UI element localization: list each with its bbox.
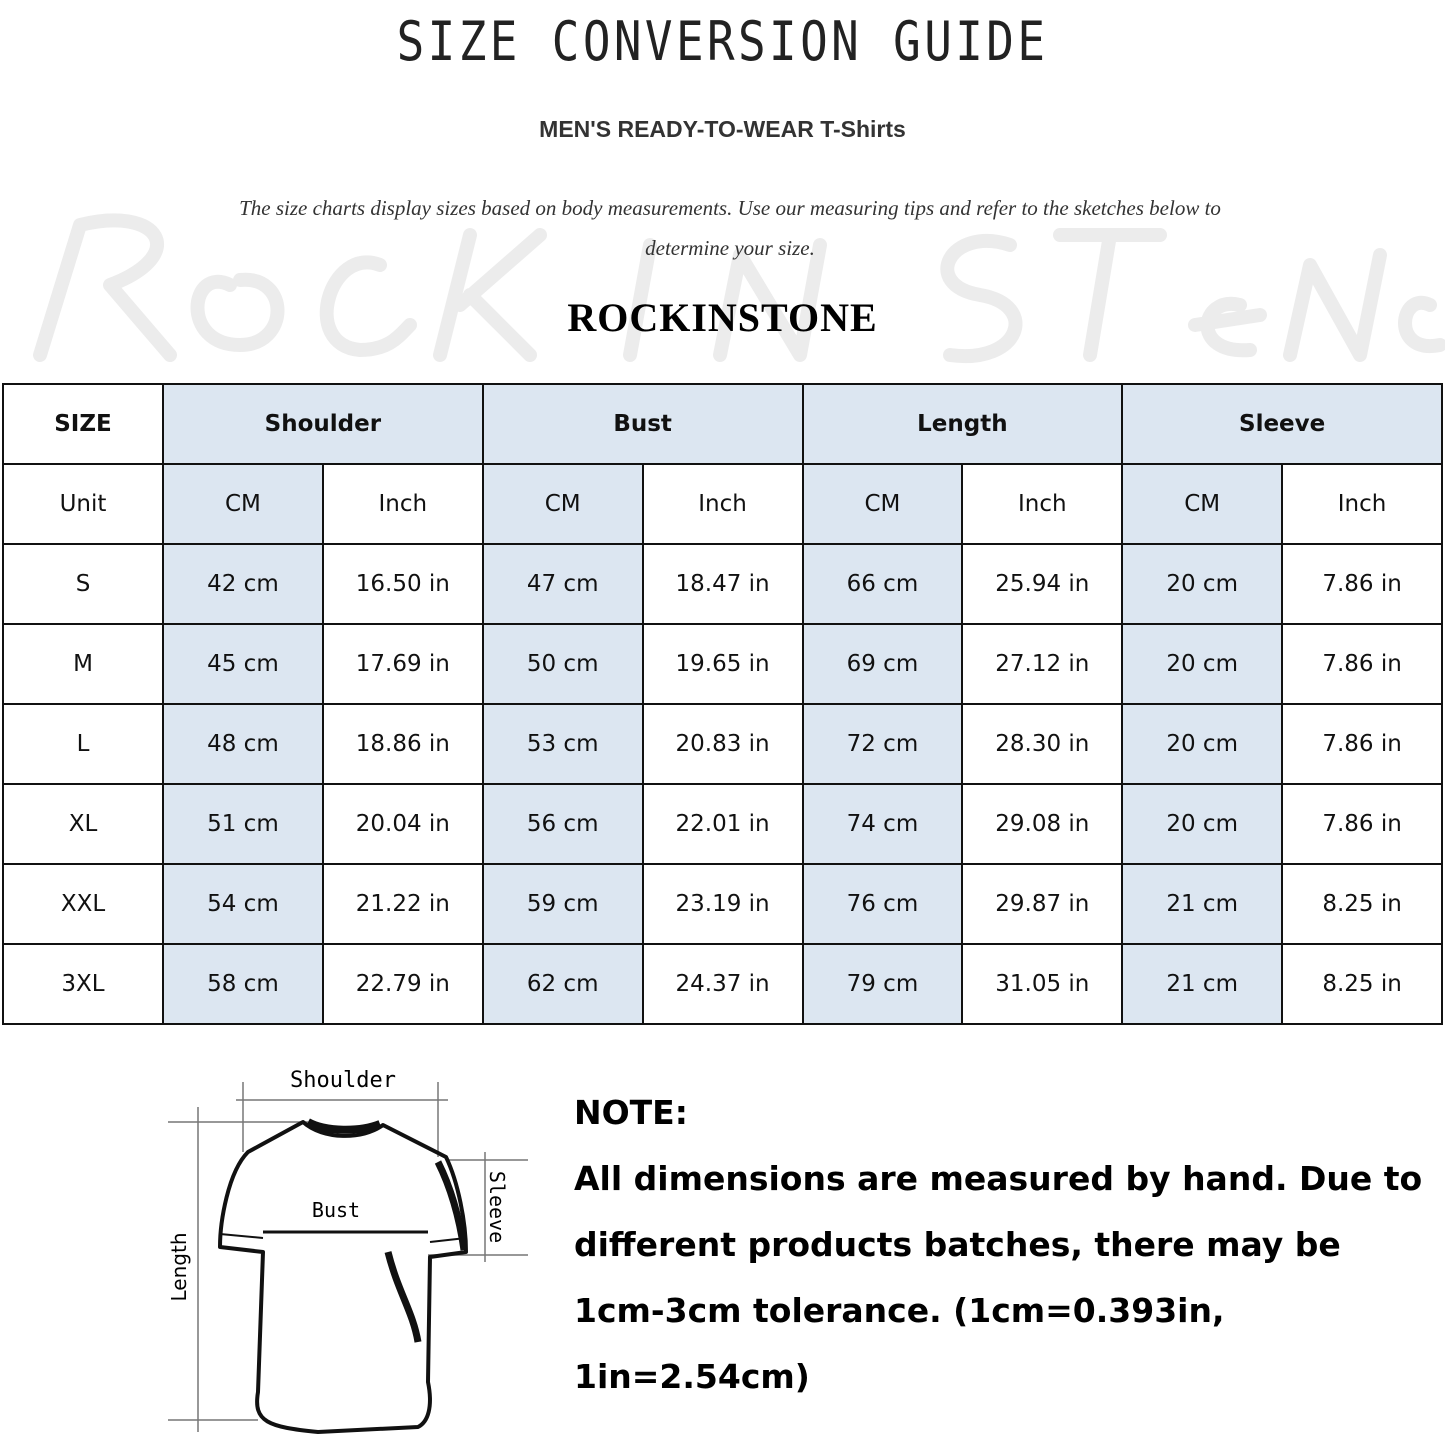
measurement-cell: 69 cm: [801, 623, 964, 705]
brand-watermark: [33, 213, 1445, 364]
unit-cell: Inch: [1281, 463, 1443, 545]
measurement-cell: 20.83 in: [641, 703, 804, 785]
measurement-cell: 7.86 in: [1281, 543, 1443, 625]
group-header-bust: Bust: [481, 383, 804, 465]
measurement-cell: 79 cm: [801, 943, 964, 1025]
measurement-cell: 47 cm: [481, 543, 644, 625]
group-header-shoulder: Shoulder: [162, 383, 484, 465]
page-subtitle: MEN'S READY-TO-WEAR T-Shirts: [539, 116, 906, 142]
group-header-length: Length: [801, 383, 1124, 465]
size-cell: 3XL: [2, 943, 164, 1025]
note-heading: NOTE:: [574, 1093, 688, 1132]
measurement-cell: 76 cm: [801, 863, 964, 945]
measurement-cell: 20 cm: [1121, 783, 1284, 865]
unit-cell: Inch: [321, 463, 484, 545]
unit-header-row: Unit CM Inch CM Inch CM Inch CM Inch: [2, 463, 1443, 545]
measurement-cell: 18.47 in: [641, 543, 804, 625]
measurement-cell: 20 cm: [1121, 623, 1284, 705]
size-cell: S: [2, 543, 164, 625]
note-text: All dimensions are measured by hand. Due…: [574, 1159, 1423, 1396]
size-header: SIZE: [2, 383, 164, 465]
measurement-cell: 21 cm: [1121, 943, 1284, 1025]
measurement-cell: 20.04 in: [321, 783, 484, 865]
note: NOTE: All dimensions are measured by han…: [574, 1080, 1434, 1410]
table-row: XL 51 cm 20.04 in 56 cm 22.01 in 74 cm 29.08 i…: [2, 783, 1443, 865]
measurement-cell: 24.37 in: [641, 943, 804, 1025]
group-header-row: SIZE Shoulder Bust Length Sleeve: [2, 383, 1443, 465]
measurement-cell: 29.87 in: [961, 863, 1124, 945]
measurement-cell: 56 cm: [481, 783, 644, 865]
measurement-cell: 25.94 in: [961, 543, 1124, 625]
unit-cell: Inch: [961, 463, 1124, 545]
measurement-cell: 66 cm: [801, 543, 964, 625]
size-table: SIZE Shoulder Bust Length Sleeve Unit CM Inch CM…: [2, 383, 1443, 1025]
measurement-cell: 21.22 in: [321, 863, 484, 945]
measurement-cell: 19.65 in: [641, 623, 804, 705]
size-cell: XXL: [2, 863, 164, 945]
table-row: L 48 cm 18.86 in 53 cm 20.83 in 72 cm 28.30 in…: [2, 703, 1443, 785]
measurement-cell: 27.12 in: [961, 623, 1124, 705]
measurement-cell: 17.69 in: [321, 623, 484, 705]
measurement-cell: 22.01 in: [641, 783, 804, 865]
shoulder-label: Shoulder: [290, 1068, 396, 1093]
measurement-cell: 29.08 in: [961, 783, 1124, 865]
measurement-cell: 54 cm: [162, 863, 324, 945]
measurement-cell: 51 cm: [162, 783, 324, 865]
table-row: M 45 cm 17.69 in 50 cm 19.65 in 69 cm 27.12 in…: [2, 623, 1443, 705]
size-cell: M: [2, 623, 164, 705]
measurement-cell: 20 cm: [1121, 703, 1284, 785]
unit-cell: CM: [1121, 463, 1284, 545]
measurement-cell: 53 cm: [481, 703, 644, 785]
unit-cell: CM: [481, 463, 644, 545]
measurement-cell: 62 cm: [481, 943, 644, 1025]
measurement-cell: 42 cm: [162, 543, 324, 625]
sleeve-label: Sleeve: [485, 1171, 509, 1243]
measurement-cell: 21 cm: [1121, 863, 1284, 945]
description: The size charts display sizes based on b…: [239, 196, 1221, 260]
measurement-cell: 18.86 in: [321, 703, 484, 785]
page-title: SIZE CONVERSION GUIDE: [396, 10, 1049, 73]
measurement-cell: 23.19 in: [641, 863, 804, 945]
unit-cell: CM: [162, 463, 324, 545]
measurement-cell: 20 cm: [1121, 543, 1284, 625]
measurement-cell: 31.05 in: [961, 943, 1124, 1025]
tshirt-sketch: Shoulder Bust Length Sleeve: [167, 1068, 528, 1434]
table-row: S 42 cm 16.50 in 47 cm 18.47 in 66 cm 25.94 in…: [2, 543, 1443, 625]
measurement-cell: 8.25 in: [1281, 863, 1443, 945]
length-label: Length: [167, 1233, 191, 1302]
measurement-cell: 22.79 in: [321, 943, 484, 1025]
measurement-cell: 8.25 in: [1281, 943, 1443, 1025]
measurement-cell: 58 cm: [162, 943, 324, 1025]
size-cell: XL: [2, 783, 164, 865]
group-header-sleeve: Sleeve: [1121, 383, 1443, 465]
bust-label: Bust: [312, 1198, 360, 1222]
measurement-cell: 7.86 in: [1281, 703, 1443, 785]
measurement-cell: 16.50 in: [321, 543, 484, 625]
unit-cell: Inch: [641, 463, 804, 545]
measurement-cell: 74 cm: [801, 783, 964, 865]
unit-header: Unit: [2, 463, 164, 545]
measurement-cell: 28.30 in: [961, 703, 1124, 785]
table-row: XXL 54 cm 21.22 in 59 cm 23.19 in 76 cm 29.87 …: [2, 863, 1443, 945]
measurement-cell: 72 cm: [801, 703, 964, 785]
measurement-cell: 7.86 in: [1281, 623, 1443, 705]
measurement-cell: 48 cm: [162, 703, 324, 785]
measurement-cell: 7.86 in: [1281, 783, 1443, 865]
unit-cell: CM: [801, 463, 964, 545]
size-cell: L: [2, 703, 164, 785]
brand-name: ROCKINSTONE: [567, 295, 878, 340]
measurement-cell: 45 cm: [162, 623, 324, 705]
table-row: 3XL 58 cm 22.79 in 62 cm 24.37 in 79 cm 31.05 …: [2, 943, 1443, 1025]
measurement-cell: 59 cm: [481, 863, 644, 945]
measurement-cell: 50 cm: [481, 623, 644, 705]
